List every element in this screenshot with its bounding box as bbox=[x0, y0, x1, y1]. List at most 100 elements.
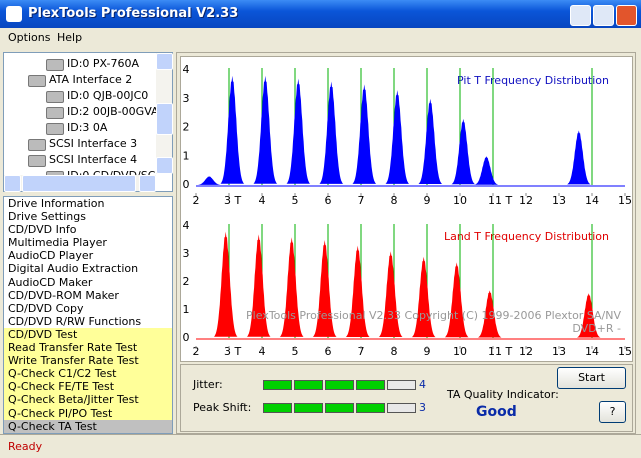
x-tick-label: 13 bbox=[552, 194, 566, 207]
tree-item[interactable]: ID:2 00JB-00GVA bbox=[67, 105, 159, 118]
function-item[interactable]: AudioCD Maker bbox=[8, 275, 93, 289]
test-panel bbox=[176, 52, 636, 434]
scroll-thumb[interactable] bbox=[156, 103, 173, 135]
x-tick-label: 11 T bbox=[488, 345, 512, 358]
level-label: Jitter: bbox=[193, 378, 223, 391]
scroll-up[interactable] bbox=[156, 53, 173, 70]
distribution-peak bbox=[352, 84, 377, 184]
function-item[interactable]: Write Transfer Rate Test bbox=[4, 354, 172, 368]
distribution-peak bbox=[197, 176, 222, 185]
function-item[interactable]: Drive Settings bbox=[8, 210, 86, 224]
y-tick-label: 1 bbox=[183, 303, 190, 316]
minimize-button[interactable] bbox=[570, 5, 591, 26]
quality-value: Good bbox=[476, 404, 517, 420]
horizontal-scrollbar[interactable] bbox=[4, 175, 156, 192]
level-value: 4 bbox=[419, 378, 426, 391]
function-item[interactable]: Drive Information bbox=[8, 197, 105, 210]
x-tick-label: 10 bbox=[453, 194, 467, 207]
distribution-peak bbox=[319, 81, 344, 184]
distribution-peak bbox=[418, 98, 443, 184]
function-item[interactable]: Q-Check TA Test bbox=[4, 419, 172, 433]
level-label: Peak Shift: bbox=[193, 401, 252, 414]
function-item[interactable]: Q-Check PI/PO Test bbox=[4, 406, 172, 420]
function-item[interactable]: Q-Check C1/C2 Test bbox=[4, 367, 172, 381]
function-item[interactable]: Multimedia Player bbox=[8, 236, 107, 250]
y-tick-label: 3 bbox=[183, 247, 190, 260]
level-value: 3 bbox=[419, 401, 426, 414]
vertical-scrollbar[interactable] bbox=[156, 53, 173, 174]
level-segment bbox=[325, 403, 354, 413]
function-item[interactable]: CD/DVD Info bbox=[8, 223, 77, 237]
tree-item[interactable]: SCSI Interface 3 bbox=[49, 137, 138, 150]
distribution-peak bbox=[253, 75, 278, 184]
level-segment bbox=[263, 403, 292, 413]
tree-item[interactable]: SCSI Interface 4 bbox=[49, 153, 138, 166]
chart-title: Land T Frequency Distribution bbox=[444, 230, 609, 243]
tree-item[interactable]: ID:3 0A bbox=[67, 121, 108, 134]
distribution-peak bbox=[213, 231, 238, 337]
x-tick-label: 8 bbox=[391, 345, 398, 358]
x-tick-label: 4 bbox=[259, 345, 266, 358]
scroll-thumb[interactable] bbox=[22, 175, 136, 192]
function-item[interactable]: CD/DVD Copy bbox=[8, 301, 84, 315]
x-tick-label: 3 T bbox=[224, 345, 241, 358]
x-tick-label: 14 bbox=[585, 345, 599, 358]
x-tick-label: 11 T bbox=[488, 194, 512, 207]
menu-item[interactable]: Options bbox=[8, 31, 51, 44]
function-item[interactable]: CD/DVD R/RW Functions bbox=[8, 314, 142, 328]
title-bar: PlexTools Professional V2.33 bbox=[0, 0, 641, 28]
tree-icon bbox=[28, 75, 46, 87]
function-item[interactable]: Digital Audio Extraction bbox=[8, 262, 139, 276]
result-panel bbox=[180, 364, 633, 432]
tree-item[interactable]: ATA Interface 2 bbox=[49, 73, 133, 86]
function-item[interactable]: CD/DVD-ROM Maker bbox=[8, 288, 119, 302]
scroll-down[interactable] bbox=[156, 157, 173, 174]
distribution-peak bbox=[279, 237, 304, 337]
help-button[interactable]: ? bbox=[599, 401, 626, 423]
function-list: Drive Information Drive Settings CD/DVD In… bbox=[3, 196, 173, 434]
level-segment bbox=[387, 380, 416, 390]
scroll-right[interactable] bbox=[139, 175, 156, 192]
x-tick-label: 10 bbox=[453, 345, 467, 358]
level-segment bbox=[263, 380, 292, 390]
tree-item[interactable]: ID:0 QJB-00JC0 bbox=[67, 89, 149, 102]
function-item[interactable]: CD/DVD Test bbox=[4, 327, 172, 342]
x-tick-label: 7 bbox=[358, 194, 365, 207]
x-tick-label: 9 bbox=[424, 194, 431, 207]
tree-item[interactable]: ID:0 PX-760A bbox=[67, 57, 140, 70]
x-tick-label: 8 bbox=[391, 194, 398, 207]
x-tick-label: 3 T bbox=[224, 194, 241, 207]
menu-item[interactable]: Help bbox=[57, 31, 83, 44]
device-tree: ID:0 PX-760A ATA Interface 2 ID:0 QJB-00JC… bbox=[3, 52, 173, 192]
function-item[interactable]: AudioCD Player bbox=[8, 249, 94, 263]
x-tick-label: 7 bbox=[358, 345, 365, 358]
tree-icon bbox=[46, 123, 64, 135]
level-segment bbox=[294, 403, 323, 413]
watermark: DVD+R - bbox=[572, 322, 621, 335]
quality-label: TA Quality Indicator: bbox=[447, 388, 559, 401]
y-tick-label: 0 bbox=[183, 178, 190, 191]
function-item[interactable]: Read Transfer Rate Test bbox=[4, 341, 172, 355]
chart-title: Pit T Frequency Distribution bbox=[457, 74, 609, 87]
y-tick-label: 2 bbox=[183, 121, 190, 134]
level-segment bbox=[356, 403, 385, 413]
y-tick-label: 1 bbox=[183, 149, 190, 162]
x-tick-label: 15 bbox=[618, 194, 632, 207]
x-tick-label: 6 bbox=[325, 194, 332, 207]
close-button[interactable] bbox=[616, 5, 637, 26]
function-item[interactable]: Q-Check FE/TE Test bbox=[4, 380, 172, 394]
status-bar: Ready bbox=[0, 434, 641, 458]
y-tick-label: 3 bbox=[183, 92, 190, 105]
tree-icon bbox=[28, 139, 46, 151]
function-item[interactable]: Q-Check Beta/Jitter Test bbox=[4, 393, 172, 407]
level-segment bbox=[356, 380, 385, 390]
y-tick-label: 2 bbox=[183, 275, 190, 288]
distribution-peak bbox=[451, 118, 476, 185]
x-tick-label: 5 bbox=[292, 194, 299, 207]
scroll-left[interactable] bbox=[4, 175, 21, 192]
start-button[interactable]: Start bbox=[557, 367, 626, 389]
maximize-button[interactable] bbox=[593, 5, 614, 26]
x-tick-label: 14 bbox=[585, 194, 599, 207]
